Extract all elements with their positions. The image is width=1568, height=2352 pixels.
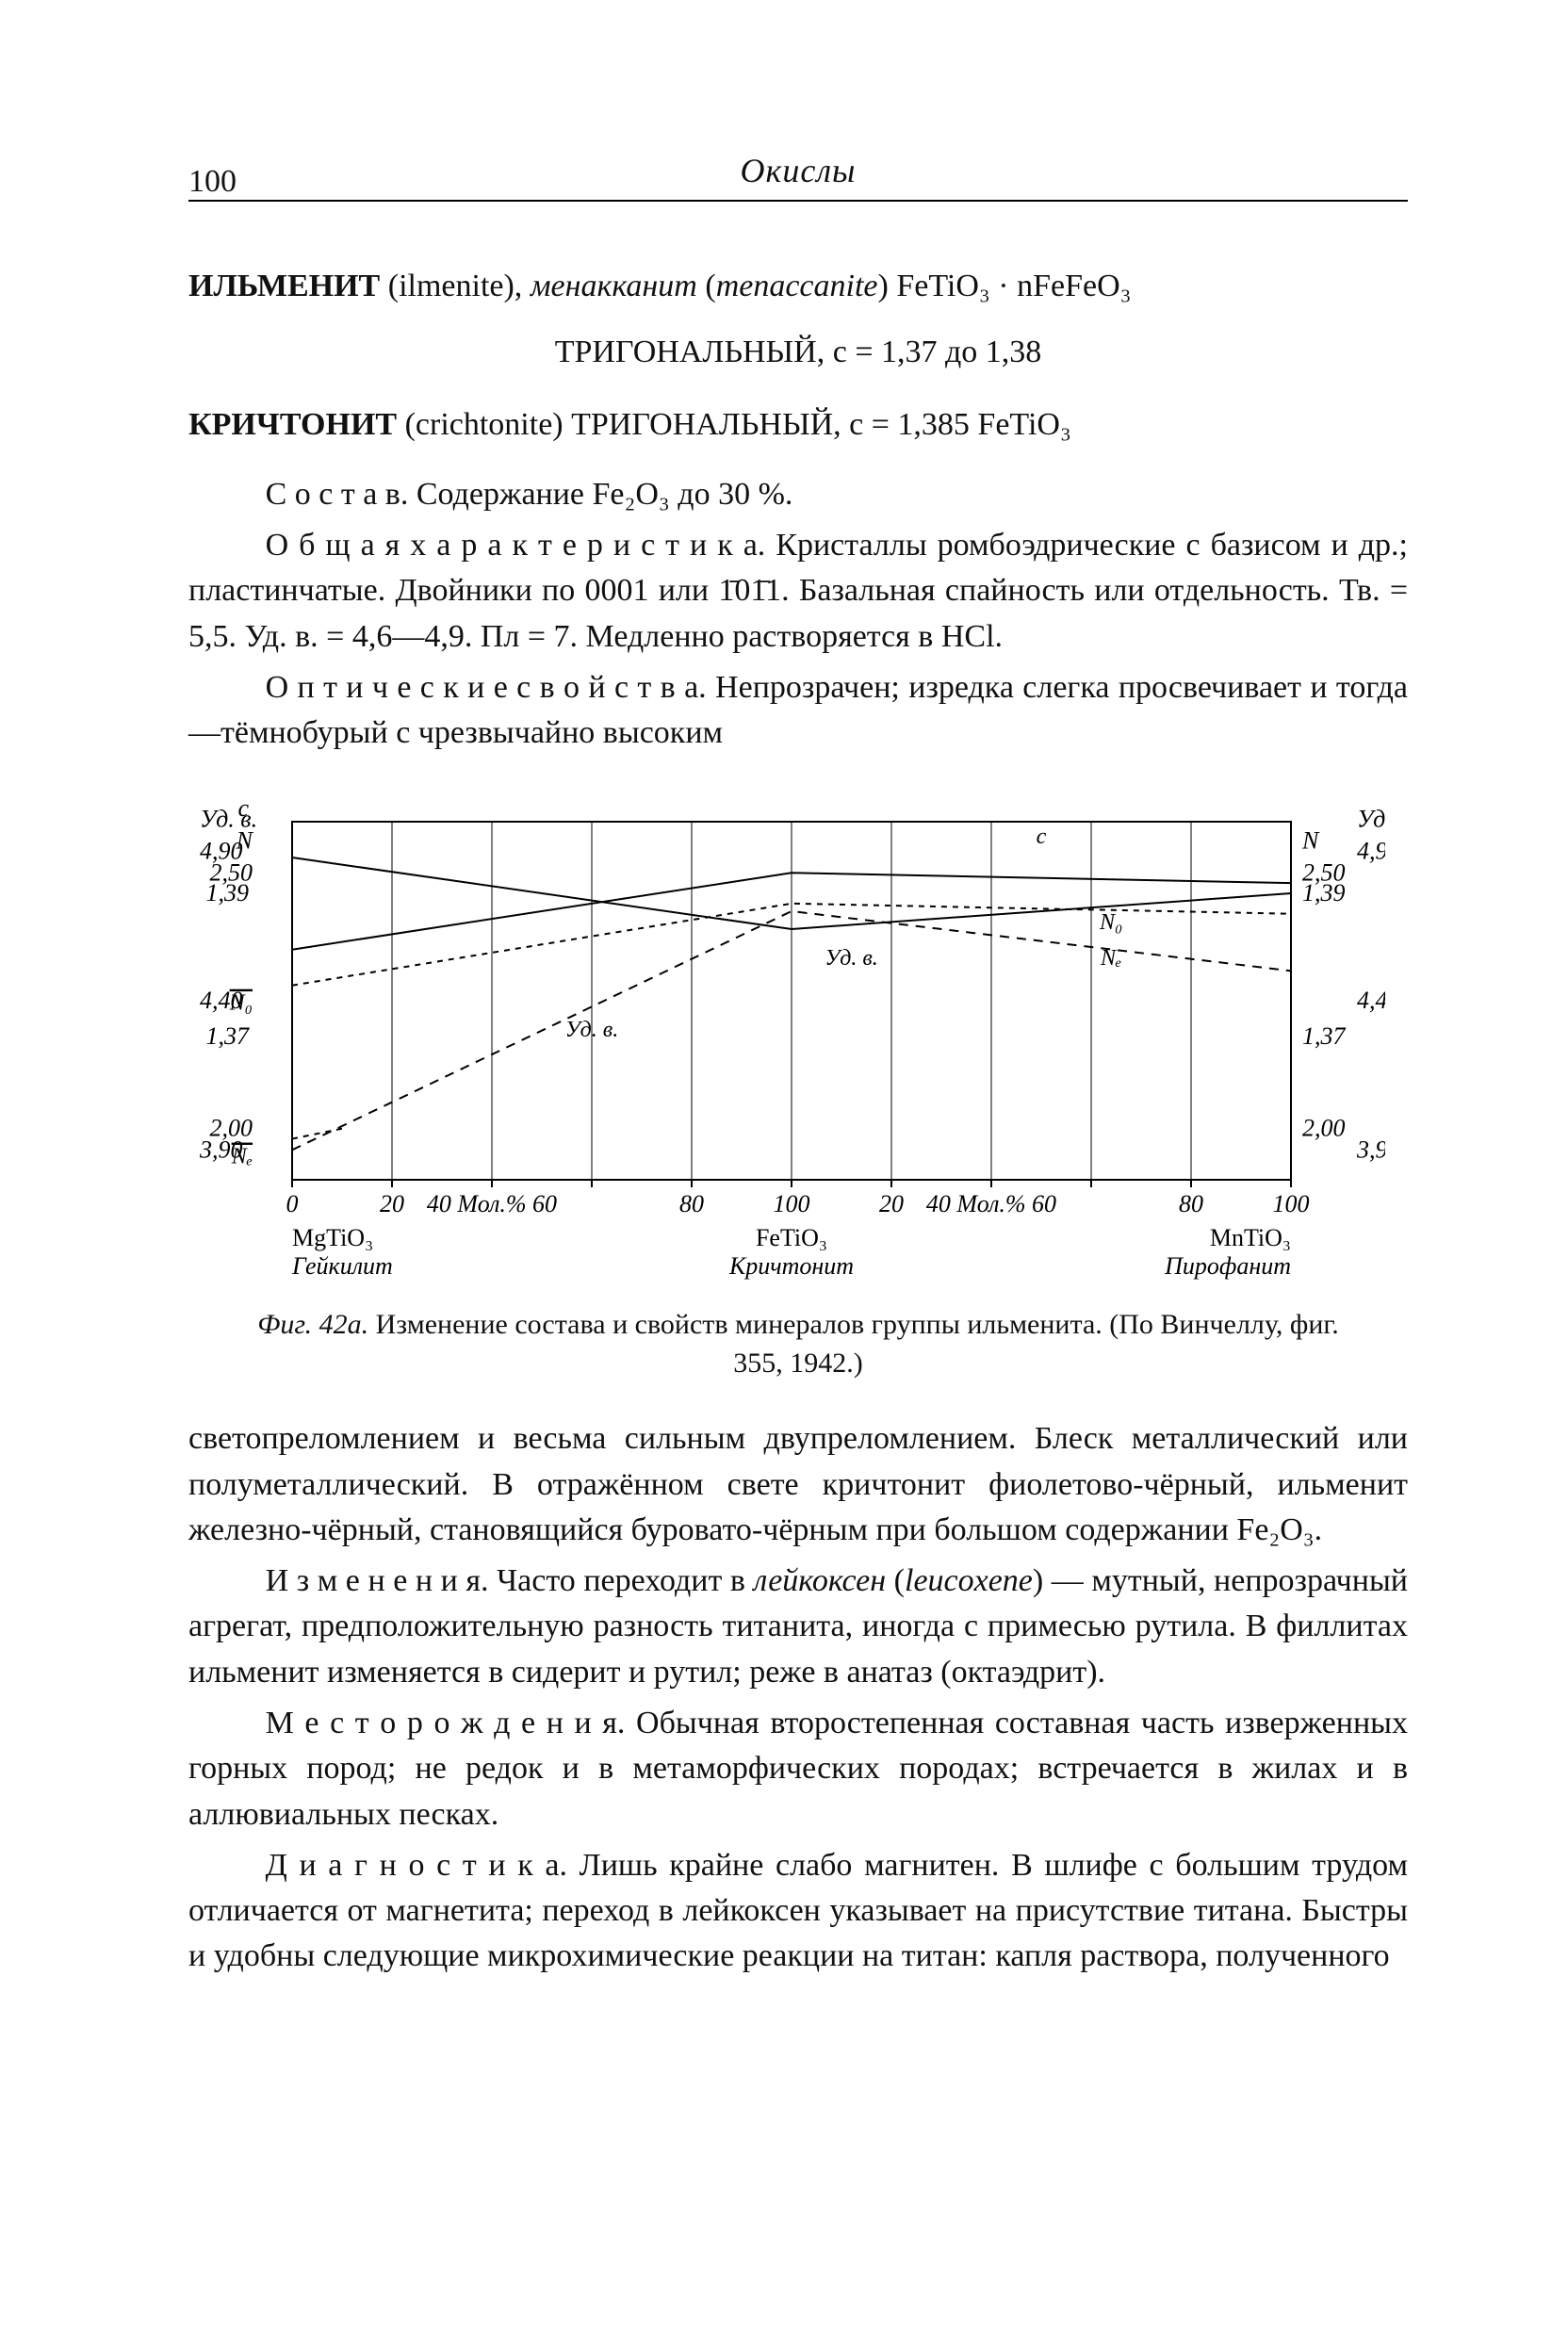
svg-text:0: 0 — [286, 1190, 299, 1217]
page: 100 Окислы ИЛЬМЕНИТ (ilmenite), менаккан… — [0, 0, 1568, 2352]
svg-text:N₀: N₀ — [229, 991, 253, 1016]
svg-text:100: 100 — [1273, 1190, 1310, 1217]
svg-text:40 Мол.% 60: 40 Мол.% 60 — [926, 1190, 1056, 1217]
chart-svg: 0 20 40 Мол.% 60 80 100 20 40 Мол.% 60 80 100 MgT… — [188, 784, 1385, 1293]
para-optical-1: О п т и ч е с к и е с в о й с т в а. Неп… — [188, 665, 1408, 757]
page-header: 100 Окислы — [188, 151, 1408, 217]
svg-text:80: 80 — [1179, 1190, 1203, 1217]
heading-ilmenite-syn: менакканит — [531, 269, 697, 303]
svg-text:Уд. в.: Уд. в. — [1357, 806, 1385, 833]
txt: О б щ а я х а р а к т е р и с т и к а. К… — [188, 528, 1408, 654]
svg-text:Nₑ: Nₑ — [1100, 946, 1121, 971]
txt: ( — [886, 1563, 905, 1598]
svg-text:4,40: 4,40 — [1357, 987, 1385, 1014]
svg-text:Уд. в.: Уд. в. — [565, 1018, 618, 1042]
para-occurrence: М е с т о р о ж д е н и я. Обычная второ… — [188, 1701, 1408, 1838]
txt: С о с т а в. Содержание Fe₂O₃ до 30 %. — [266, 477, 793, 512]
heading-ilmenite: ИЛЬМЕНИТ (ilmenite), менакканит (menacca… — [188, 264, 1408, 309]
figure-caption: Фиг. 42а. Изменение состава и свойств ми… — [245, 1306, 1351, 1382]
heading-ilmenite-sys: ТРИГОНАЛЬНЫЙ, c = 1,37 до 1,38 — [188, 330, 1408, 375]
caption-figlabel: Фиг. 42а. — [257, 1309, 368, 1340]
svg-text:MgTiO₃: MgTiO₃ — [292, 1224, 373, 1251]
heading-crichtonite-name: КРИЧТОНИТ — [188, 407, 397, 442]
svg-text:4,90: 4,90 — [1357, 838, 1385, 865]
para-optical-2: светопреломлением и весьма сильным двупр… — [188, 1416, 1408, 1553]
svg-text:2,50: 2,50 — [210, 859, 253, 887]
heading-crichtonite: КРИЧТОНИТ (crichtonite) ТРИГОНАЛЬНЫЙ, c … — [188, 402, 1408, 448]
svg-text:Nₑ: Nₑ — [231, 1145, 253, 1169]
para-diagnostics: Д и а г н о с т и к а. Лишь крайне слабо… — [188, 1843, 1408, 1980]
term-leucoxene-lat: leucoxene — [905, 1563, 1033, 1598]
running-head: Окислы — [188, 151, 1408, 190]
para-alterations: И з м е н е н и я. Часто переходит в лей… — [188, 1559, 1408, 1695]
heading-ilmenite-formula: ) FeTiO₃ · nFeFeO₃ — [878, 269, 1132, 303]
svg-text:80: 80 — [679, 1190, 704, 1217]
txt: Д и а г н о с т и к а. Лишь крайне слабо… — [188, 1848, 1408, 1974]
txt: (ilmenite), — [380, 269, 531, 303]
para-composition: С о с т а в. Содержание Fe₂O₃ до 30 %. — [188, 472, 1408, 517]
svg-text:1,37: 1,37 — [1302, 1022, 1347, 1050]
svg-text:20: 20 — [879, 1190, 904, 1217]
svg-text:40 Мол.% 60: 40 Мол.% 60 — [427, 1190, 557, 1217]
svg-text:2,00: 2,00 — [210, 1115, 253, 1142]
svg-text:N: N — [236, 827, 254, 855]
svg-text:Пирофанит: Пирофанит — [1164, 1252, 1291, 1280]
txt: М е с т о р о ж д е н и я. Обычная второ… — [188, 1706, 1408, 1832]
svg-text:20: 20 — [380, 1190, 404, 1217]
txt: О п т и ч е с к и е с в о й с т в а. Неп… — [188, 670, 1408, 750]
svg-text:MnTiO₃: MnTiO₃ — [1210, 1224, 1291, 1251]
svg-text:N₀: N₀ — [1099, 910, 1122, 935]
header-rule — [188, 200, 1408, 202]
svg-text:100: 100 — [774, 1190, 810, 1217]
txt: И з м е н е н и я. Часто переходит в — [266, 1563, 754, 1598]
heading-ilmenite-name: ИЛЬМЕНИТ — [188, 269, 380, 303]
svg-text:N: N — [1301, 827, 1320, 855]
svg-text:2,00: 2,00 — [1302, 1115, 1346, 1142]
heading-crichtonite-rest: (crichtonite) ТРИГОНАЛЬНЫЙ, c = 1,385 Fe… — [397, 407, 1071, 442]
svg-text:Уд. в.: Уд. в. — [825, 946, 877, 971]
svg-text:1,37: 1,37 — [206, 1022, 251, 1050]
svg-text:c: c — [1037, 825, 1047, 849]
svg-text:Гейкилит: Гейкилит — [291, 1252, 393, 1280]
svg-text:FeTiO₃: FeTiO₃ — [756, 1224, 827, 1251]
heading-ilmenite-syn-lat: menaccanite — [716, 269, 878, 303]
caption-text: Изменение состава и свойств минералов гр… — [376, 1309, 1339, 1379]
figure-42a: 0 20 40 Мол.% 60 80 100 20 40 Мол.% 60 80 100 MgT… — [188, 784, 1408, 1293]
svg-text:3,90: 3,90 — [1356, 1136, 1385, 1164]
term-leucoxene-ru: лейкоксен — [754, 1563, 887, 1598]
svg-text:Кричтонит: Кричтонит — [728, 1252, 854, 1280]
para-general: О б щ а я х а р а к т е р и с т и к а. К… — [188, 523, 1408, 660]
svg-text:2,50: 2,50 — [1302, 859, 1346, 887]
txt: ( — [697, 269, 716, 303]
